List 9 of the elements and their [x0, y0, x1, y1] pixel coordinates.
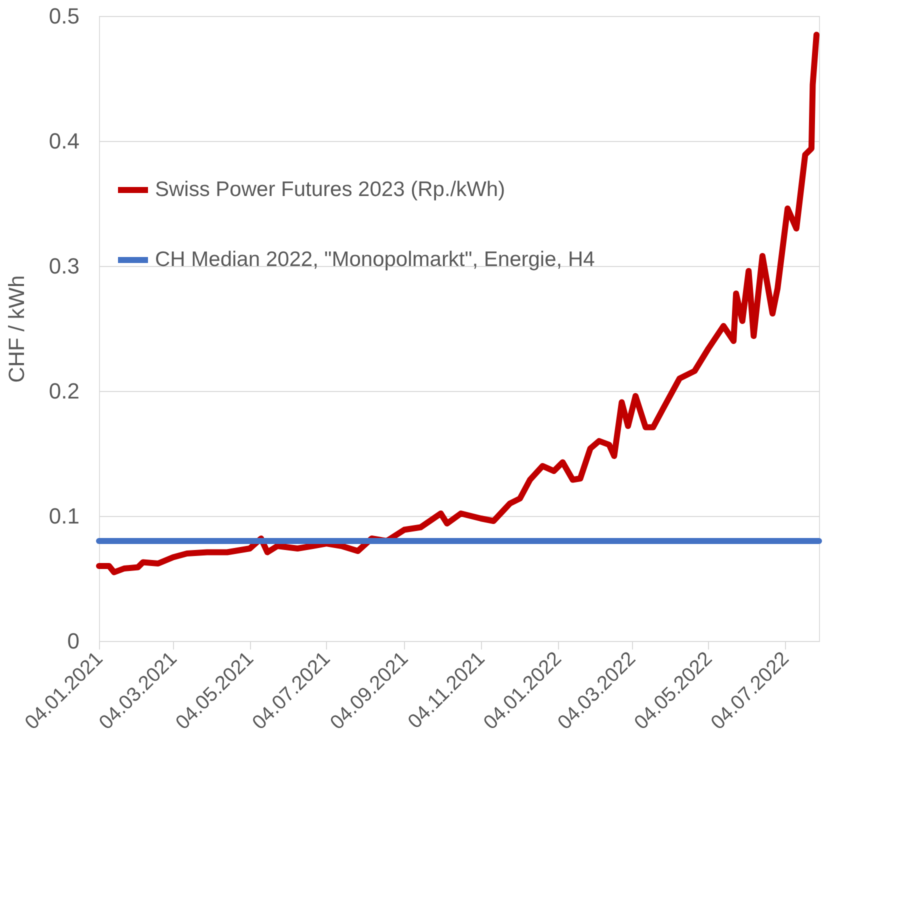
y-tick-label: 0.3 — [48, 254, 80, 278]
y-tick-label: 0 — [67, 628, 80, 654]
legend-label: CH Median 2022, "Monopolmarkt", Energie, H4 — [155, 248, 596, 271]
y-tick-label: 0.2 — [48, 378, 80, 404]
y-tick-label: 0.5 — [48, 4, 80, 28]
legend-label: Swiss Power Futures 2023 (Rp./kWh) — [155, 178, 506, 201]
y-tick-label: 0.4 — [48, 128, 80, 154]
y-axis-title: CHF / kWh — [4, 275, 29, 383]
y-tick-label: 0.1 — [48, 504, 80, 528]
